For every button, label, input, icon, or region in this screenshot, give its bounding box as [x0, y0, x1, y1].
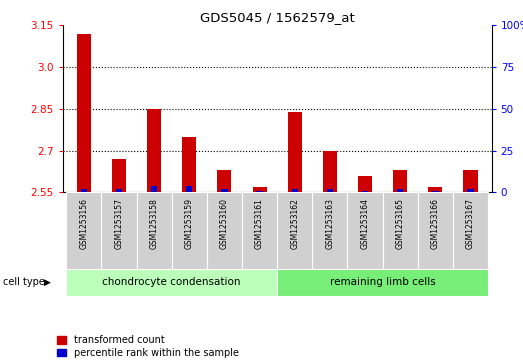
Bar [393, 170, 407, 192]
Bar [347, 192, 383, 269]
Text: GSM1253165: GSM1253165 [396, 199, 405, 249]
Text: GSM1253159: GSM1253159 [185, 199, 194, 249]
Bar [256, 191, 263, 192]
Bar [218, 170, 232, 192]
Text: GSM1253164: GSM1253164 [360, 199, 370, 249]
Text: GSM1253158: GSM1253158 [150, 199, 158, 249]
Bar [463, 170, 477, 192]
Bar [327, 189, 333, 192]
Bar [137, 192, 172, 269]
Text: GSM1253166: GSM1253166 [431, 199, 440, 249]
Bar [468, 189, 474, 192]
Text: GSM1253162: GSM1253162 [290, 199, 299, 249]
Bar [66, 269, 277, 296]
Bar [207, 192, 242, 269]
Title: GDS5045 / 1562579_at: GDS5045 / 1562579_at [200, 11, 355, 24]
Bar [358, 176, 372, 192]
Text: GSM1253163: GSM1253163 [325, 199, 334, 249]
Bar [101, 192, 137, 269]
Legend: transformed count, percentile rank within the sample: transformed count, percentile rank withi… [57, 335, 238, 358]
Bar [172, 192, 207, 269]
Text: GSM1253157: GSM1253157 [115, 199, 123, 249]
Bar [112, 159, 126, 192]
Bar [453, 192, 488, 269]
Bar [186, 186, 192, 192]
Bar [397, 189, 403, 192]
Text: chondrocyte condensation: chondrocyte condensation [103, 277, 241, 287]
Text: GSM1253167: GSM1253167 [466, 199, 475, 249]
Bar [147, 109, 161, 192]
Bar [288, 112, 302, 192]
Bar [221, 189, 228, 192]
Text: cell type: cell type [3, 277, 44, 287]
Bar [362, 191, 368, 192]
Bar [242, 192, 277, 269]
Bar [151, 186, 157, 192]
Bar [312, 192, 347, 269]
Bar [418, 192, 453, 269]
Bar [323, 151, 337, 192]
Text: GSM1253161: GSM1253161 [255, 199, 264, 249]
Bar [292, 189, 298, 192]
Text: GSM1253156: GSM1253156 [79, 199, 88, 249]
Bar [183, 137, 196, 192]
Bar [77, 34, 91, 192]
Text: GSM1253160: GSM1253160 [220, 199, 229, 249]
Bar [277, 269, 488, 296]
Bar [81, 189, 87, 192]
Bar [383, 192, 418, 269]
Bar [432, 191, 439, 192]
Text: remaining limb cells: remaining limb cells [330, 277, 436, 287]
Bar [428, 187, 442, 192]
Bar [277, 192, 312, 269]
Bar [116, 189, 122, 192]
Bar [66, 192, 101, 269]
Bar [253, 187, 267, 192]
Text: ▶: ▶ [44, 278, 51, 287]
